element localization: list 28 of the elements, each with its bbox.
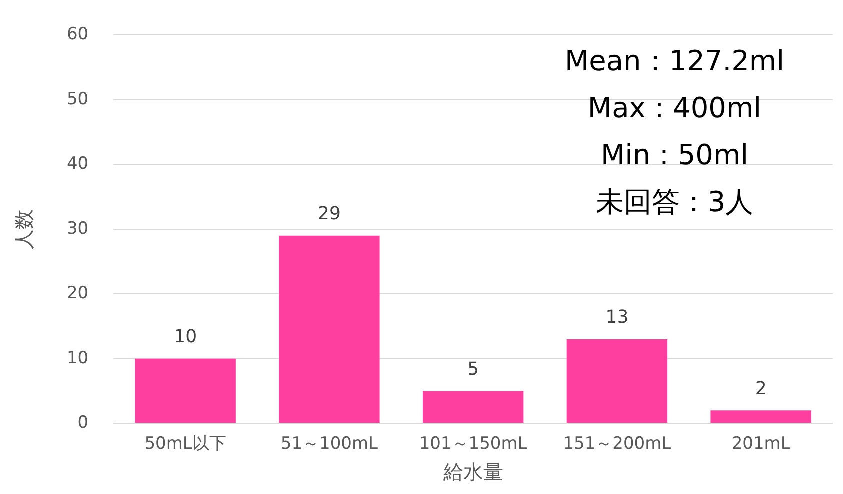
- bar: [710, 410, 812, 424]
- data-label: 10: [174, 326, 198, 348]
- annotation: Mean：127.2ml: [564, 44, 784, 78]
- bar: [135, 358, 236, 424]
- y-tick-label: 40: [66, 154, 89, 174]
- x-tick-label: 151～200mL: [563, 434, 672, 454]
- bar: [422, 391, 524, 424]
- y-tick-label: 50: [66, 89, 89, 110]
- x-tick-label: 101～150mL: [419, 434, 528, 454]
- x-tick-label: 51～100mL: [280, 434, 379, 454]
- data-label: 29: [318, 204, 341, 225]
- y-tick-label: 10: [66, 348, 89, 368]
- y-tick-label: 30: [66, 218, 89, 239]
- bar: [566, 339, 668, 424]
- data-label: 5: [468, 358, 480, 380]
- annotation: 未回答：3人: [596, 185, 754, 218]
- y-tick-label: 20: [66, 284, 89, 304]
- y-tick-label: 0: [78, 413, 89, 434]
- annotation: Max : 400ml: [588, 91, 762, 124]
- bar: [279, 236, 380, 424]
- data-label: 2: [755, 378, 767, 400]
- x-tick-label: 50mL以下: [144, 434, 226, 454]
- data-label: 13: [606, 307, 629, 328]
- annotation: Min : 50ml: [600, 138, 749, 172]
- x-axis-title: 給水量: [442, 460, 504, 484]
- x-tick-label: 201mL: [732, 434, 791, 454]
- y-axis-title: 人数: [12, 209, 36, 250]
- y-tick-label: 60: [66, 24, 89, 45]
